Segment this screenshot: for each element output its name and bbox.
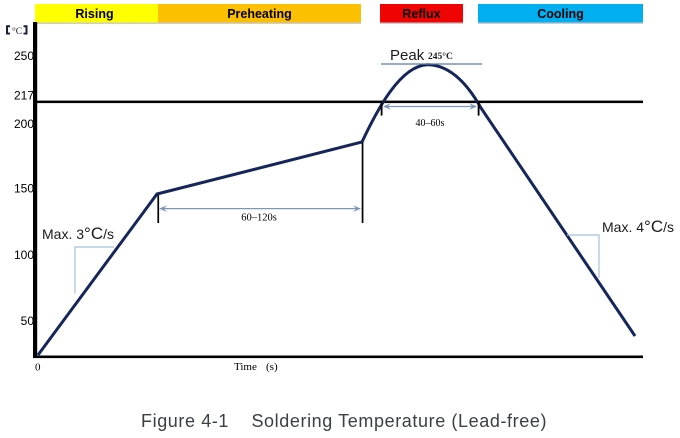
svg-text:Cooling: Cooling [537, 7, 584, 21]
svg-text:60–120s: 60–120s [241, 213, 277, 224]
svg-text:200: 200 [14, 117, 34, 131]
svg-text:150: 150 [14, 182, 34, 196]
svg-text:Time: Time [234, 361, 257, 373]
svg-text:Preheating: Preheating [227, 7, 292, 21]
svg-text:Reflux: Reflux [402, 7, 440, 21]
svg-text:0: 0 [35, 362, 41, 374]
svg-text:250: 250 [14, 49, 34, 63]
svg-text:217: 217 [14, 89, 34, 103]
svg-text:Peak: Peak [390, 47, 425, 64]
svg-text:Max. 4°C/s: Max. 4°C/s [602, 217, 674, 236]
svg-text:Rising: Rising [75, 7, 113, 21]
svg-text:Figure 4-1 Soldering Temper: Figure 4-1 Soldering Temperature (Lead-f… [141, 411, 547, 431]
svg-text:°C: °C [12, 26, 22, 37]
svg-text:40–60s: 40–60s [416, 118, 445, 129]
svg-text:50: 50 [21, 314, 35, 328]
svg-text:245°C: 245°C [428, 51, 453, 62]
svg-text:Max. 3°C/s: Max. 3°C/s [42, 224, 114, 243]
svg-text:(s): (s) [266, 361, 278, 373]
svg-text:100: 100 [14, 248, 34, 262]
